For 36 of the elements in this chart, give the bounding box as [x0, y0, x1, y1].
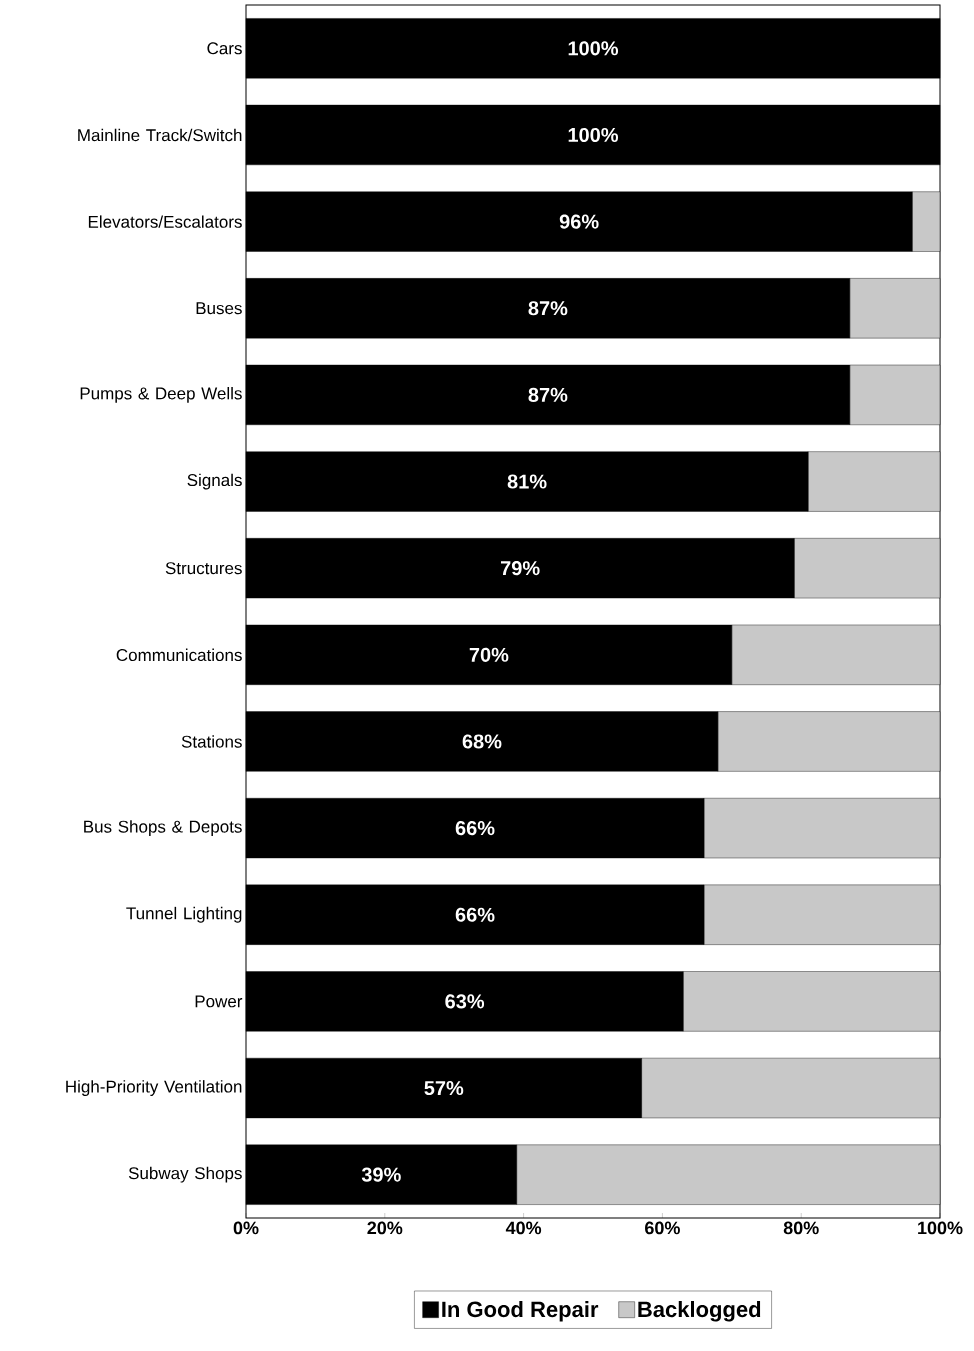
y-tick-label: Bus Shops & Depots [84, 820, 242, 837]
y-tick-label: Power [195, 995, 243, 1008]
x-tick-label: 20% [367, 1221, 403, 1235]
legend-label: In Good Repair [442, 1300, 599, 1322]
x-tick-label: 0% [233, 1221, 259, 1235]
data-label: 87% [528, 301, 568, 316]
y-tick-label: Buses [196, 302, 242, 315]
y-tick-label: Signals [187, 473, 242, 490]
y-tick-label: Subway Shops [128, 1166, 242, 1183]
x-tick-label: 100% [918, 1221, 963, 1235]
y-tick-label: Mainline Track/Switch [78, 128, 242, 142]
x-tick-label: 40% [505, 1221, 542, 1235]
data-label: 81% [507, 474, 547, 489]
data-label: 63% [445, 994, 485, 1009]
data-label: 100% [568, 127, 619, 143]
x-tick-label: 60% [645, 1221, 680, 1235]
data-label: 100% [568, 41, 619, 56]
legend-label: Backlogged [638, 1300, 761, 1322]
y-tick-label: Tunnel Lighting [126, 906, 242, 923]
data-label: 57% [424, 1080, 464, 1096]
y-tick-label: Structures [165, 562, 242, 575]
x-tick-label: 80% [783, 1221, 819, 1235]
data-label: 66% [455, 821, 495, 836]
data-label: 87% [528, 387, 568, 402]
y-tick-label: Pumps & Deep Wells [80, 386, 242, 403]
y-tick-label: High-Priority Ventilation [66, 1080, 242, 1096]
data-label: 68% [462, 734, 502, 749]
data-label: 66% [455, 907, 495, 922]
data-label: 79% [500, 561, 540, 576]
y-tick-label: Elevators/Escalators [88, 215, 242, 228]
y-tick-label: Cars [207, 42, 242, 55]
data-label: 70% [469, 647, 509, 662]
data-label: 39% [361, 1167, 401, 1182]
data-label: 96% [559, 214, 599, 229]
y-tick-label: Stations [181, 735, 242, 748]
y-tick-label: Communications [116, 648, 242, 662]
